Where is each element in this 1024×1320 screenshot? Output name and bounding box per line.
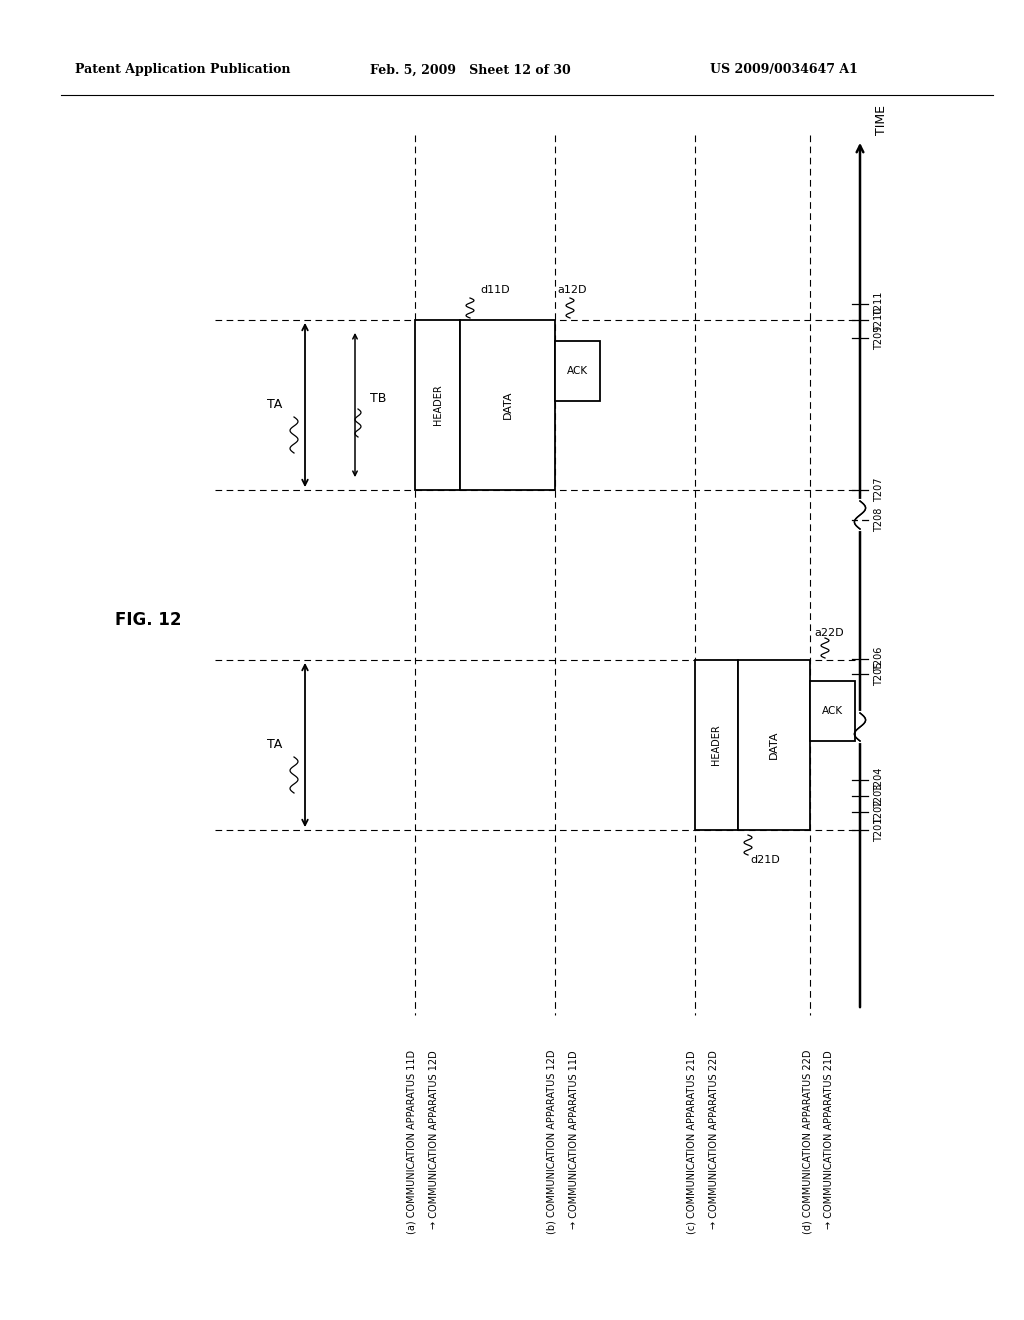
Text: T206: T206 [874, 647, 884, 671]
Text: (d) COMMUNICATION APPARATUS 22D: (d) COMMUNICATION APPARATUS 22D [802, 1049, 812, 1234]
Text: → COMMUNICATION APPARATUS 11D: → COMMUNICATION APPARATUS 11D [569, 1049, 579, 1229]
Text: T203: T203 [874, 784, 884, 808]
Bar [555, 342, 600, 401]
Text: (a) COMMUNICATION APPARATUS 11D: (a) COMMUNICATION APPARATUS 11D [407, 1049, 417, 1234]
Text: TB: TB [370, 392, 386, 404]
Text: T209: T209 [874, 326, 884, 350]
Text: DATA: DATA [503, 391, 512, 420]
Bar [738, 660, 810, 830]
Text: T207: T207 [874, 478, 884, 502]
Text: FIG. 12: FIG. 12 [115, 611, 181, 630]
Text: US 2009/0034647 A1: US 2009/0034647 A1 [710, 63, 858, 77]
Text: d11D: d11D [480, 285, 510, 294]
Text: → COMMUNICATION APPARATUS 21D: → COMMUNICATION APPARATUS 21D [824, 1049, 834, 1229]
Text: d21D: d21D [750, 855, 779, 865]
Bar [695, 660, 738, 830]
Text: ACK: ACK [822, 706, 843, 715]
Text: ACK: ACK [567, 366, 588, 376]
Text: a12D: a12D [557, 285, 587, 294]
Text: T205: T205 [874, 661, 884, 686]
Text: DATA: DATA [769, 731, 779, 759]
Text: Feb. 5, 2009   Sheet 12 of 30: Feb. 5, 2009 Sheet 12 of 30 [370, 63, 570, 77]
Text: HEADER: HEADER [432, 384, 442, 425]
Text: T211: T211 [874, 292, 884, 317]
Text: (c) COMMUNICATION APPARATUS 21D: (c) COMMUNICATION APPARATUS 21D [687, 1049, 697, 1234]
Text: T202: T202 [874, 800, 884, 824]
Bar [810, 681, 855, 741]
Text: (b) COMMUNICATION APPARATUS 12D: (b) COMMUNICATION APPARATUS 12D [547, 1049, 557, 1234]
Bar [415, 319, 460, 490]
Text: → COMMUNICATION APPARATUS 22D: → COMMUNICATION APPARATUS 22D [709, 1049, 719, 1229]
Text: T208: T208 [874, 508, 884, 532]
Text: TIME: TIME [874, 106, 888, 135]
Text: TA: TA [266, 399, 282, 412]
Text: T210: T210 [874, 308, 884, 333]
Text: TA: TA [266, 738, 282, 751]
Text: Patent Application Publication: Patent Application Publication [75, 63, 291, 77]
Text: HEADER: HEADER [712, 725, 722, 766]
Text: T201: T201 [874, 818, 884, 842]
Text: T204: T204 [874, 768, 884, 792]
Bar [460, 319, 555, 490]
Text: → COMMUNICATION APPARATUS 12D: → COMMUNICATION APPARATUS 12D [429, 1049, 439, 1229]
Text: a22D: a22D [814, 628, 844, 638]
